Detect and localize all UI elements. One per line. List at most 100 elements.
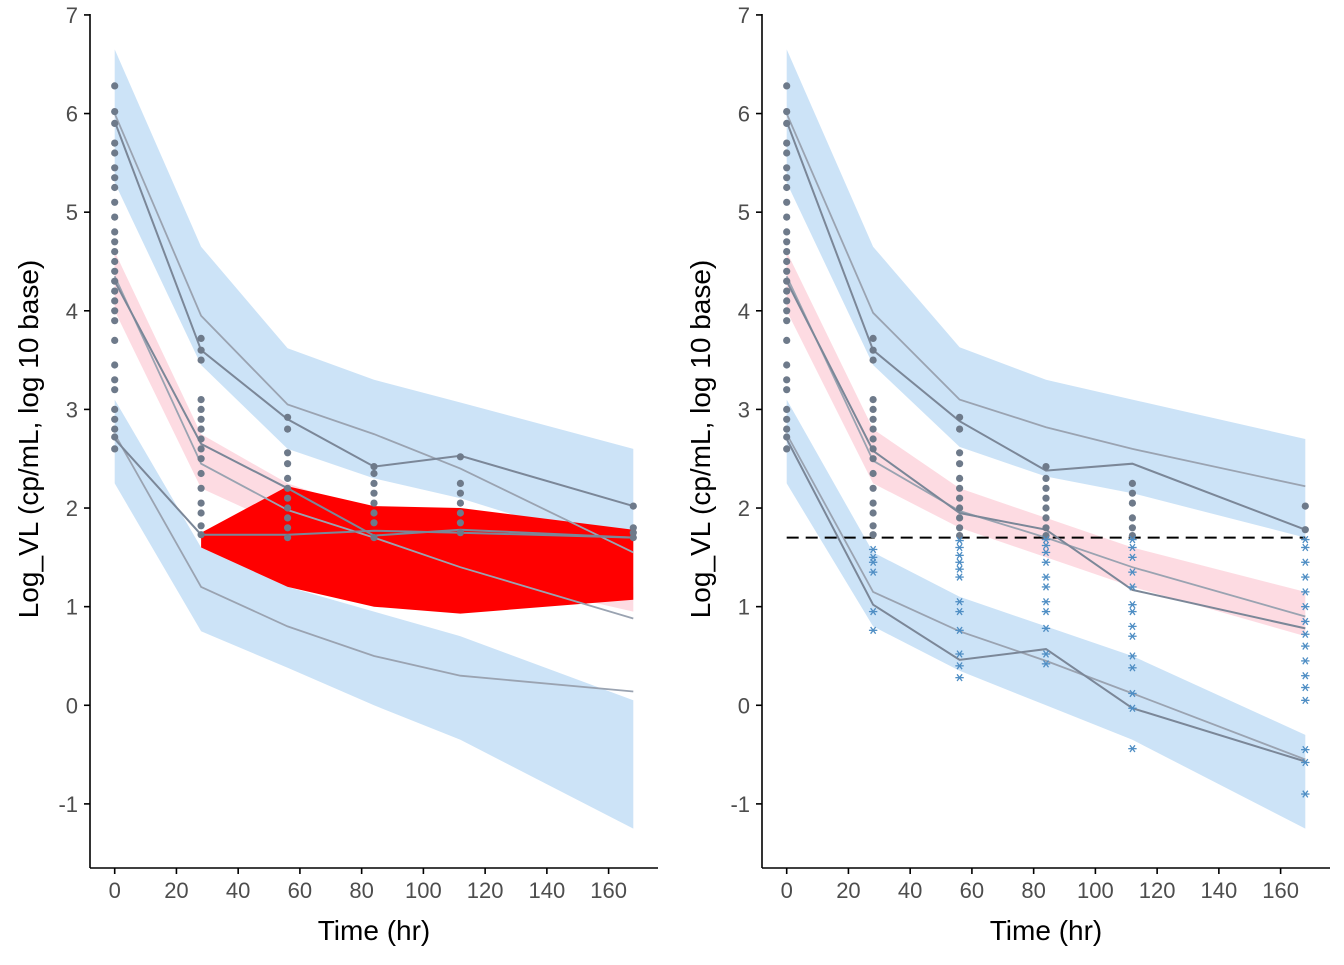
blq-point bbox=[1301, 696, 1310, 705]
observed-point bbox=[783, 415, 791, 423]
pred-upper-line bbox=[113, 113, 634, 554]
observed-point bbox=[111, 433, 119, 441]
observed-point bbox=[869, 346, 877, 354]
observed-point bbox=[111, 277, 119, 285]
observed-point bbox=[456, 509, 464, 517]
blq-point bbox=[1041, 573, 1051, 581]
x-tick-label: 20 bbox=[164, 878, 188, 903]
blq-point bbox=[955, 650, 964, 658]
blq-point bbox=[1301, 671, 1310, 680]
blq-point bbox=[1301, 558, 1310, 567]
observed-point bbox=[1128, 524, 1136, 532]
observed-point bbox=[111, 415, 119, 423]
blq-point bbox=[868, 626, 878, 635]
observed-point bbox=[956, 474, 964, 482]
obs-upper-line bbox=[785, 121, 1306, 531]
x-tick-label: 40 bbox=[898, 878, 922, 903]
observed-point bbox=[783, 238, 791, 246]
blq-point bbox=[1041, 597, 1051, 606]
y-tick-label: 1 bbox=[738, 595, 750, 620]
x-tick-label: 0 bbox=[781, 878, 793, 903]
left-panel: -1 0 1 2 3 4 5 6 7 0 20 40 60 80 100 120 140 160 Time (hr)… bbox=[13, 3, 658, 946]
observed-point bbox=[956, 413, 964, 421]
x-tick-label: 100 bbox=[1077, 878, 1114, 903]
observed-point bbox=[1042, 514, 1050, 522]
observed-point bbox=[111, 183, 119, 192]
y-tick-label: 3 bbox=[738, 397, 750, 422]
obs-lower-line bbox=[785, 438, 1306, 763]
observed-point bbox=[197, 396, 205, 404]
observed-point bbox=[783, 405, 791, 413]
observed-point bbox=[111, 317, 119, 325]
blq-point bbox=[1041, 607, 1051, 616]
y-tick-label: 6 bbox=[66, 102, 78, 127]
observed-point bbox=[869, 356, 877, 364]
observed-point bbox=[370, 463, 378, 471]
blq-point bbox=[1041, 548, 1051, 557]
blq-point bbox=[1128, 583, 1137, 591]
observed-point bbox=[1042, 484, 1050, 492]
blq-point bbox=[1301, 758, 1310, 767]
observed-point bbox=[111, 267, 119, 275]
observed-point bbox=[869, 445, 877, 453]
observed-point bbox=[284, 460, 292, 468]
observed-point bbox=[1128, 489, 1136, 497]
observed-point bbox=[111, 361, 119, 369]
blq-point bbox=[1301, 543, 1310, 552]
blq-point bbox=[1041, 541, 1051, 550]
observed-point bbox=[1128, 532, 1136, 540]
observed-point bbox=[783, 108, 791, 116]
blq-point bbox=[1041, 650, 1051, 658]
blq-point bbox=[1301, 617, 1310, 626]
observed-point bbox=[869, 425, 877, 433]
observed-point bbox=[111, 336, 119, 344]
blq-point bbox=[1128, 689, 1137, 698]
blq-point bbox=[1301, 588, 1310, 596]
observed-point bbox=[111, 213, 119, 221]
observed-point bbox=[456, 479, 464, 487]
observed-point bbox=[111, 307, 119, 315]
observed-point bbox=[783, 139, 791, 147]
blq-point bbox=[868, 607, 878, 616]
observed-point bbox=[869, 455, 877, 463]
blq-point bbox=[1128, 607, 1137, 616]
y-tick-label: 5 bbox=[66, 200, 78, 225]
observed-point bbox=[111, 174, 119, 182]
obs-median-line bbox=[113, 280, 634, 539]
blq-point bbox=[955, 551, 964, 560]
observed-point bbox=[783, 336, 791, 344]
x-tick-label: 160 bbox=[1262, 878, 1299, 903]
x-tick-label: 80 bbox=[349, 878, 373, 903]
observed-point bbox=[1301, 502, 1309, 510]
observed-point bbox=[111, 228, 119, 236]
blq-point bbox=[1128, 553, 1137, 562]
x-tick-label: 60 bbox=[960, 878, 984, 903]
blq-point bbox=[1041, 583, 1051, 591]
observed-point bbox=[783, 317, 791, 325]
observed-point bbox=[629, 524, 637, 532]
observed-point bbox=[197, 405, 205, 413]
observed-point bbox=[370, 489, 378, 497]
observed-point bbox=[783, 425, 791, 433]
observed-point bbox=[370, 534, 378, 542]
x-axis-title: Time (hr) bbox=[318, 915, 431, 946]
observed-point bbox=[783, 213, 791, 221]
blq-point bbox=[1301, 573, 1310, 581]
observed-point bbox=[111, 139, 119, 147]
blq-point bbox=[1128, 704, 1137, 712]
observed-point bbox=[370, 469, 378, 478]
blq-point bbox=[1128, 632, 1137, 640]
observed-point bbox=[1042, 504, 1050, 512]
observed-point bbox=[869, 415, 877, 423]
blq-point bbox=[1301, 535, 1310, 544]
x-tick-label: 80 bbox=[1021, 878, 1045, 903]
blq-point bbox=[955, 673, 964, 682]
observed-point bbox=[456, 499, 464, 507]
observed-point bbox=[284, 413, 292, 421]
observed-point bbox=[956, 449, 964, 457]
observed-point bbox=[456, 453, 464, 461]
observed-point bbox=[197, 435, 205, 443]
blq-point bbox=[1301, 745, 1310, 754]
observed-point bbox=[869, 469, 877, 478]
observed-point bbox=[284, 504, 292, 512]
